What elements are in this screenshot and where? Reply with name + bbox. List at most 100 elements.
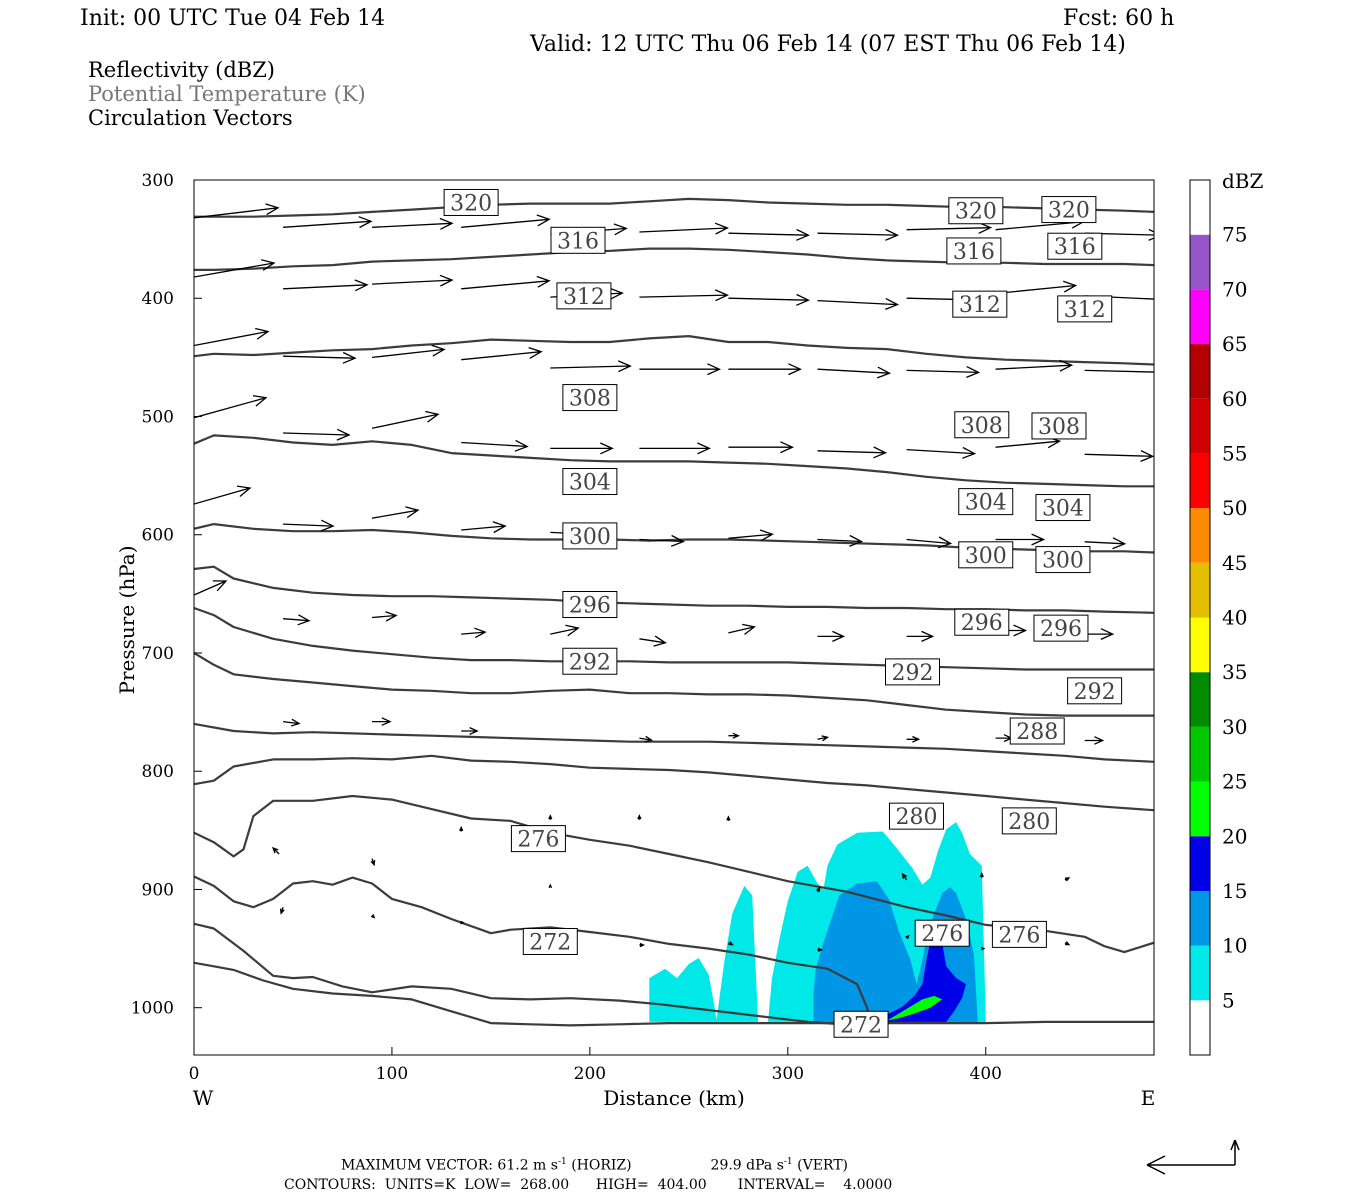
vector-arrow	[639, 442, 711, 455]
colorbar-swatch	[1190, 617, 1210, 673]
contour-label-304: 304	[1042, 497, 1084, 522]
vector-arrow	[194, 259, 276, 278]
vector-arrow	[906, 366, 981, 379]
contour-label-box	[888, 802, 944, 830]
x-axis-ticks: 0 100 200 300 400	[189, 1047, 1002, 1084]
contour-label-box	[1041, 196, 1097, 224]
colorbar-swatch	[1190, 453, 1210, 509]
vector-arrow	[1084, 537, 1127, 550]
vector-arrow	[817, 446, 888, 459]
colorbar-level-label: 20	[1222, 824, 1247, 848]
colorbar-level-label: 5	[1222, 988, 1235, 1012]
colorbar-swatch	[1190, 1000, 1210, 1055]
vector-arrow	[271, 846, 280, 855]
colorbar-level-label: 10	[1222, 934, 1247, 958]
contour-label-box	[948, 197, 1004, 225]
vector-arrow	[980, 946, 986, 951]
y-tick-label: 700	[142, 644, 174, 664]
contour-label-box	[1009, 717, 1065, 745]
contour-label-box	[946, 237, 1002, 265]
legend-reflectivity: Reflectivity (dBZ)	[88, 58, 276, 82]
vector-arrow	[548, 883, 553, 889]
contour-label-box	[1067, 677, 1123, 705]
vector-arrow	[459, 825, 464, 832]
west-label: W	[193, 1086, 214, 1110]
vector-arrow	[639, 289, 729, 302]
vector-arrow	[283, 519, 335, 532]
vector-arrow	[194, 203, 280, 219]
theta-contour-308	[194, 434, 1154, 488]
vector-arrow	[728, 732, 740, 739]
vector-arrow	[728, 293, 810, 306]
contour-label-308: 308	[569, 387, 611, 412]
contour-label-272: 272	[529, 930, 571, 955]
vector-arrow	[283, 351, 357, 364]
vector-arrow	[979, 871, 984, 878]
contour-label-box	[562, 590, 618, 618]
vector-arrow	[372, 717, 392, 726]
vector-arrow	[728, 529, 774, 542]
reflectivity-area-5	[649, 885, 759, 1022]
colorbar-level-label: 75	[1222, 223, 1247, 247]
vector-arrow	[817, 947, 824, 952]
y-tick-label: 800	[142, 762, 174, 782]
vector-arrow	[817, 735, 830, 742]
theta-contour-280	[194, 754, 1154, 812]
theta-contour-320	[194, 197, 1154, 218]
unit-sup-2: -1	[783, 1157, 793, 1167]
vector-arrow	[461, 275, 551, 290]
colorbar-level-label: 45	[1222, 551, 1247, 575]
colorbar-swatch	[1190, 890, 1210, 946]
y-tick-label: 400	[142, 289, 174, 309]
contour-label-box	[1031, 412, 1087, 440]
contour-label-316: 316	[557, 229, 599, 254]
colorbar-level-label: 70	[1222, 277, 1247, 301]
contour-labels: 272 272 276 276 276 280 280 288 292 292 292 296 296 2…	[443, 188, 1123, 1038]
colorbar-level-label: 65	[1222, 332, 1247, 356]
theta-contour-300	[194, 565, 1154, 614]
contour-label-276: 276	[517, 828, 559, 853]
colorbar-level-label: 50	[1222, 496, 1247, 520]
contour-label-288: 288	[1016, 720, 1058, 745]
contour-label-308: 308	[1038, 415, 1080, 440]
vector-arrow	[283, 718, 301, 727]
vector-arrow	[817, 366, 892, 379]
vector-arrow	[817, 298, 900, 311]
contour-label-box	[991, 920, 1047, 948]
reflectivity-fills	[649, 822, 986, 1022]
contour-label-304: 304	[569, 471, 611, 496]
vector-arrow	[550, 624, 580, 637]
contour-label-box	[1047, 232, 1103, 260]
vector-arrow	[817, 228, 900, 241]
contour-label-box	[1035, 546, 1091, 574]
contour-info: CONTOURS: UNITS=K LOW= 268.00 HIGH= 404.…	[284, 1177, 893, 1193]
vector-arrow	[995, 359, 1074, 372]
contour-label-292: 292	[569, 650, 611, 675]
max-vector-horiz: MAXIMUM VECTOR: 61.2 m s	[341, 1157, 558, 1174]
vector-arrow	[461, 439, 529, 452]
vector-arrow	[639, 534, 685, 547]
x-tick-label: 0	[189, 1064, 200, 1084]
east-label: E	[1141, 1086, 1156, 1110]
contour-label-276: 276	[921, 922, 963, 947]
colorbar-level-label: 15	[1222, 879, 1247, 903]
colorbar-swatch	[1190, 234, 1210, 290]
vector-arrow	[461, 521, 507, 534]
colorbar-level-label: 60	[1222, 387, 1247, 411]
init-time: Init: 00 UTC Tue 04 Feb 14	[80, 6, 386, 31]
theta-contour-316	[194, 247, 1154, 271]
colorbar-level-label: 25	[1222, 770, 1247, 794]
contour-label-box	[562, 647, 618, 675]
contour-label-312: 312	[1064, 298, 1106, 323]
vector-arrow	[194, 395, 268, 419]
vector-arrow	[639, 363, 721, 376]
vector-arrow	[371, 506, 420, 519]
contour-label-272: 272	[840, 1013, 882, 1038]
colorbar-unit: dBZ	[1222, 169, 1264, 193]
theta-contour-276	[194, 875, 872, 1023]
vector-arrow	[194, 485, 252, 505]
vector-arrow	[637, 814, 642, 820]
colorbar-swatch	[1190, 672, 1210, 727]
contour-label-308: 308	[961, 414, 1003, 439]
